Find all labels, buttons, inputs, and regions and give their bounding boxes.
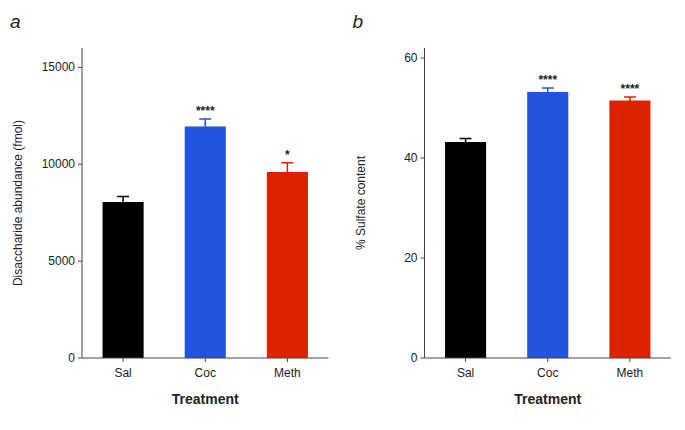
- y-tick-label: 40: [404, 151, 418, 165]
- error-stem: [629, 97, 631, 104]
- y-tick: [421, 58, 425, 59]
- error-cap: [117, 207, 129, 209]
- y-tick-label: 0: [411, 351, 418, 365]
- error-cap: [460, 145, 472, 147]
- x-tick-label: Sal: [114, 366, 131, 380]
- bar: [527, 92, 568, 358]
- y-tick-label: 20: [404, 251, 418, 265]
- marks: [103, 119, 308, 358]
- error-bar: [624, 97, 636, 104]
- error-cap: [199, 118, 211, 120]
- x-tick: [629, 358, 630, 362]
- y-tick-label: 10000: [42, 157, 76, 171]
- x-tick: [287, 358, 288, 362]
- error-stem: [205, 119, 207, 134]
- y-tick-label: 0: [68, 351, 75, 365]
- y-tick-label: 5000: [48, 254, 75, 268]
- x-tick-label: Sal: [457, 366, 474, 380]
- y-tick: [78, 67, 82, 68]
- panel-label: a: [10, 11, 21, 32]
- error-stem: [465, 139, 467, 146]
- panel-label: b: [353, 11, 364, 32]
- x-tick-label: Meth: [617, 366, 644, 380]
- x-tick-label: Coc: [195, 366, 216, 380]
- error-cap: [624, 96, 636, 98]
- significance-label: ****: [621, 82, 640, 96]
- y-tick: [78, 164, 82, 165]
- error-stem: [287, 163, 289, 182]
- y-tick: [421, 358, 425, 359]
- bar: [267, 172, 308, 358]
- error-cap: [281, 181, 293, 183]
- x-tick: [205, 358, 206, 362]
- error-cap: [542, 87, 554, 89]
- error-cap: [199, 133, 211, 135]
- error-bar: [199, 119, 211, 134]
- x-axis-label: Treatment: [514, 391, 581, 407]
- y-tick: [78, 358, 82, 359]
- significance-label: *: [285, 148, 290, 162]
- error-bar: [281, 163, 293, 182]
- bar: [609, 101, 650, 359]
- panel: a*****050001000015000SalCocMethTreatment…: [10, 11, 329, 407]
- error-bar: [542, 88, 554, 96]
- error-cap: [117, 196, 129, 198]
- y-tick: [421, 158, 425, 159]
- y-axis-line: [424, 48, 425, 358]
- x-tick: [547, 358, 548, 362]
- significance-label: ****: [538, 73, 557, 87]
- error-stem: [547, 88, 549, 96]
- error-cap: [460, 138, 472, 140]
- bar: [445, 142, 486, 358]
- x-tick: [465, 358, 466, 362]
- marks: [445, 88, 650, 358]
- error-bar: [460, 139, 472, 146]
- error-stem: [122, 197, 124, 208]
- error-cap: [542, 95, 554, 97]
- x-axis-label: Treatment: [172, 391, 239, 407]
- significance-label: ****: [196, 104, 215, 118]
- y-axis-label: % Sulfate content: [354, 155, 368, 250]
- y-axis-label: Disaccharide abundance (fmol): [11, 120, 25, 286]
- x-tick-label: Coc: [537, 366, 558, 380]
- error-bar: [117, 197, 129, 208]
- bar: [103, 202, 144, 358]
- y-tick: [78, 261, 82, 262]
- y-tick: [421, 258, 425, 259]
- x-tick: [123, 358, 124, 362]
- y-tick-label: 15000: [42, 60, 76, 74]
- y-axis-line: [82, 48, 83, 358]
- figure: a*****050001000015000SalCocMethTreatment…: [0, 0, 685, 430]
- chart-container: a*****050001000015000SalCocMethTreatment…: [0, 0, 685, 430]
- error-cap: [624, 103, 636, 105]
- x-tick-label: Meth: [274, 366, 301, 380]
- y-tick-label: 60: [404, 51, 418, 65]
- error-cap: [281, 162, 293, 164]
- panel: b **** **** 0 20 40 60 Sal Coc Meth Treatment % Sul…: [353, 11, 672, 407]
- bar: [185, 126, 226, 358]
